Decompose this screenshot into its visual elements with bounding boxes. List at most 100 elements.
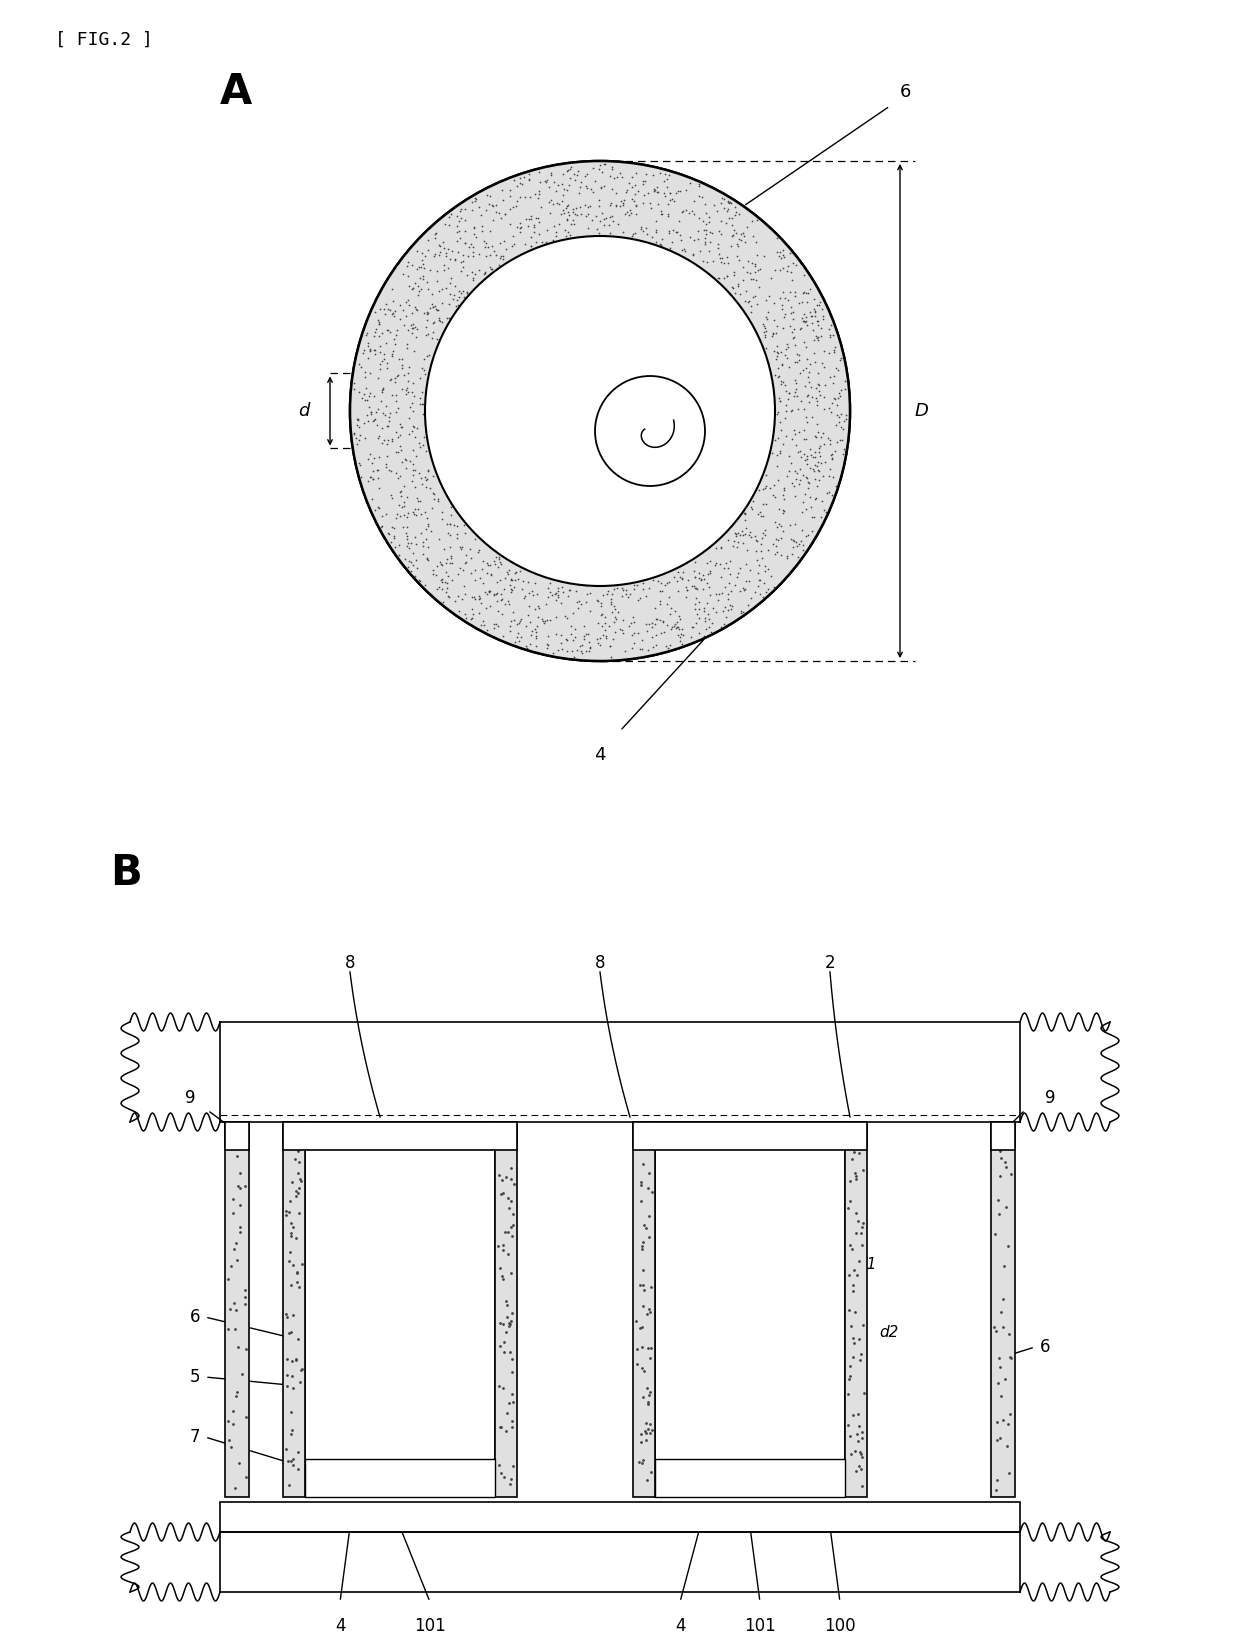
Point <box>367 307 387 333</box>
Point <box>398 548 418 575</box>
Point <box>621 200 641 227</box>
Point <box>807 473 827 499</box>
Point <box>386 388 405 414</box>
Point <box>594 172 614 199</box>
Point <box>764 471 784 498</box>
Point <box>595 151 615 177</box>
Point <box>687 575 707 601</box>
Point <box>398 317 418 343</box>
Point <box>417 545 436 571</box>
Point <box>795 417 815 443</box>
Point <box>368 309 388 335</box>
Point <box>605 596 625 622</box>
Point <box>403 456 423 483</box>
Point <box>401 530 420 557</box>
Point <box>800 299 820 325</box>
Point <box>684 558 704 585</box>
Point <box>790 342 810 368</box>
Point <box>424 294 444 320</box>
Point <box>440 545 460 571</box>
Point <box>672 199 692 225</box>
Point <box>802 317 822 343</box>
Point <box>634 167 653 194</box>
Point <box>475 578 495 604</box>
Point <box>382 514 402 540</box>
Point <box>735 501 755 527</box>
Point <box>501 608 521 634</box>
Point <box>701 619 720 645</box>
Point <box>605 604 625 631</box>
Point <box>744 259 764 286</box>
Point <box>526 228 546 255</box>
Point <box>558 199 578 225</box>
Point <box>469 599 489 626</box>
Bar <box>991 1121 1016 1149</box>
Point <box>418 456 438 483</box>
Point <box>785 279 805 305</box>
Point <box>777 542 797 568</box>
Point <box>652 200 672 227</box>
Bar <box>991 1121 1016 1498</box>
Point <box>608 575 627 601</box>
Point <box>424 243 444 269</box>
Point <box>794 279 813 305</box>
Point <box>799 470 818 496</box>
Point <box>446 228 466 255</box>
Point <box>399 273 419 299</box>
Point <box>590 632 610 658</box>
Point <box>718 250 738 276</box>
Point <box>412 246 432 273</box>
Point <box>800 455 820 481</box>
Point <box>358 383 378 409</box>
Point <box>626 202 646 228</box>
Point <box>363 407 383 433</box>
Point <box>660 217 680 243</box>
Point <box>360 338 379 365</box>
Point <box>753 491 773 517</box>
Point <box>594 205 614 232</box>
Point <box>657 174 677 200</box>
Point <box>528 593 548 619</box>
Point <box>779 253 799 279</box>
Point <box>368 494 388 521</box>
Point <box>606 606 626 632</box>
Point <box>496 200 516 227</box>
Bar <box>224 1121 249 1498</box>
Point <box>384 516 404 542</box>
Point <box>650 591 670 617</box>
Point <box>579 639 599 665</box>
Point <box>439 204 459 230</box>
Point <box>388 438 408 465</box>
Point <box>370 356 389 383</box>
Point <box>433 576 453 603</box>
Point <box>804 443 823 470</box>
Point <box>805 327 825 353</box>
Point <box>806 384 826 410</box>
Point <box>667 609 687 635</box>
Point <box>672 616 692 642</box>
Point <box>768 332 787 358</box>
Point <box>410 266 430 292</box>
Point <box>366 299 386 325</box>
Point <box>735 521 755 547</box>
Point <box>770 240 790 266</box>
Point <box>403 397 423 424</box>
Point <box>689 604 709 631</box>
Point <box>417 300 436 327</box>
Point <box>642 163 662 189</box>
Point <box>490 230 510 256</box>
Point <box>599 578 619 604</box>
Point <box>734 575 754 601</box>
Point <box>636 161 656 187</box>
Point <box>502 576 522 603</box>
Point <box>541 159 560 186</box>
Point <box>712 614 732 640</box>
Point <box>774 519 794 545</box>
Point <box>494 246 513 273</box>
Point <box>391 305 410 332</box>
Point <box>465 187 485 213</box>
Point <box>510 627 529 654</box>
Point <box>660 632 680 658</box>
Point <box>770 409 790 435</box>
Point <box>675 238 694 264</box>
